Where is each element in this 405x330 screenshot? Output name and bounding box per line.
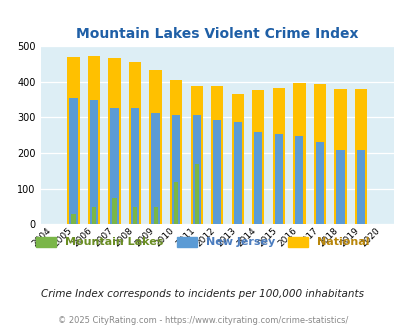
Title: Mountain Lakes Violent Crime Index: Mountain Lakes Violent Crime Index [76,27,358,41]
Bar [174,182,178,224]
Bar [252,90,264,224]
Bar [67,57,79,224]
Bar [354,89,366,224]
Bar [172,115,180,224]
Bar [108,58,120,224]
Bar [313,84,325,224]
Text: Crime Index corresponds to incidents per 100,000 inhabitants: Crime Index corresponds to incidents per… [41,289,364,299]
Bar [294,136,303,224]
Bar [170,80,182,224]
Bar [335,149,344,224]
Text: © 2025 CityRating.com - https://www.cityrating.com/crime-statistics/: © 2025 CityRating.com - https://www.city… [58,316,347,325]
Bar [92,207,96,224]
Bar [87,56,100,224]
Bar [356,150,364,224]
Bar [128,62,141,224]
Bar [192,115,200,224]
Bar [333,89,346,224]
Bar [272,88,284,224]
Bar [149,70,161,224]
Bar [292,83,305,224]
Bar [233,122,241,224]
Bar [110,108,118,224]
Legend: Mountain Lakes, New Jersey, National: Mountain Lakes, New Jersey, National [32,232,373,252]
Bar [274,134,282,224]
Bar [190,86,202,224]
Bar [194,164,198,224]
Bar [131,108,139,224]
Bar [211,86,223,224]
Bar [231,94,243,224]
Bar [254,132,262,224]
Bar [112,198,116,224]
Bar [315,143,323,224]
Bar [151,113,159,224]
Bar [69,98,77,224]
Bar [71,214,75,224]
Bar [153,207,157,224]
Bar [133,207,137,224]
Bar [90,100,98,224]
Bar [213,120,221,224]
